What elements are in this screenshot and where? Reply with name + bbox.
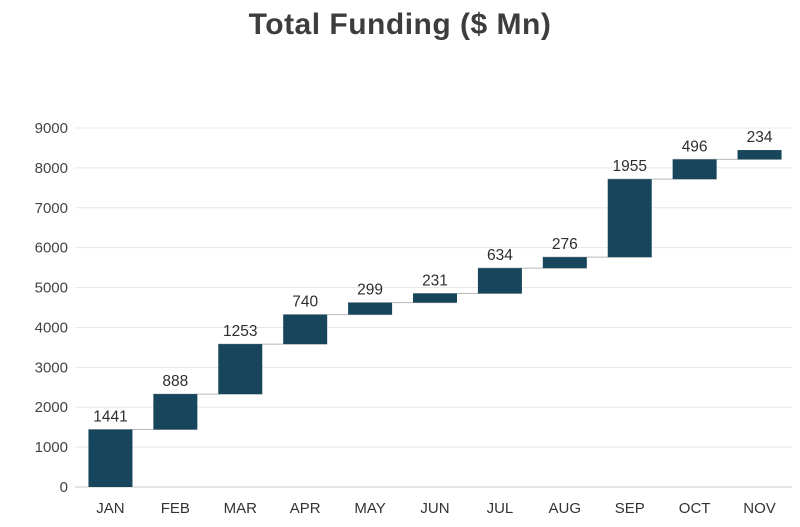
bar-value-label: 231 [422, 272, 448, 289]
bar-value-label: 276 [552, 236, 578, 253]
waterfall-bar [607, 179, 652, 258]
bar-value-label: 234 [747, 129, 773, 146]
x-axis-category-label: APR [290, 500, 321, 517]
x-axis-category-label: JUN [420, 500, 449, 517]
x-axis-category-label: JUL [487, 500, 514, 517]
y-axis-tick-label: 1000 [35, 439, 68, 456]
y-axis-tick-label: 5000 [35, 280, 68, 297]
bar-value-label: 1441 [93, 409, 127, 426]
x-axis-category-label: SEP [615, 500, 645, 517]
bar-value-label: 299 [357, 282, 383, 299]
y-axis-tick-label: 3000 [35, 359, 68, 376]
y-axis-tick-label: 8000 [35, 160, 68, 177]
x-axis-category-label: MAY [354, 500, 385, 517]
bar-value-label: 496 [682, 138, 708, 155]
waterfall-bar [88, 429, 133, 487]
y-axis-tick-label: 6000 [35, 240, 68, 257]
waterfall-bar [153, 394, 198, 430]
y-axis-tick-label: 9000 [35, 120, 68, 137]
y-axis-tick-label: 4000 [35, 319, 68, 336]
chart-title: Total Funding ($ Mn) [248, 8, 552, 41]
bar-value-label: 1955 [612, 158, 646, 175]
waterfall-bar [542, 257, 587, 269]
x-axis-category-label: MAR [224, 500, 258, 517]
x-axis-category-label: FEB [161, 500, 190, 517]
waterfall-bar [413, 293, 457, 303]
x-axis-category-label: OCT [679, 500, 711, 517]
waterfall-bar [477, 268, 522, 294]
waterfall-bar [218, 344, 263, 395]
waterfall-bar [348, 302, 393, 315]
bar-value-label: 1253 [223, 323, 257, 340]
x-axis-category-label: NOV [743, 500, 776, 517]
y-axis-tick-label: 2000 [35, 399, 68, 416]
waterfall-bar [737, 150, 782, 160]
x-axis-category-label: AUG [549, 500, 582, 517]
x-axis-category-label: JAN [96, 500, 124, 517]
y-axis-tick-label: 7000 [35, 200, 68, 217]
y-axis-tick-label: 0 [60, 479, 68, 496]
bar-value-label: 888 [162, 373, 188, 390]
bar-value-label: 740 [292, 294, 318, 311]
waterfall-bar [283, 314, 328, 345]
waterfall-bar [672, 159, 717, 180]
bar-value-label: 634 [487, 247, 513, 264]
